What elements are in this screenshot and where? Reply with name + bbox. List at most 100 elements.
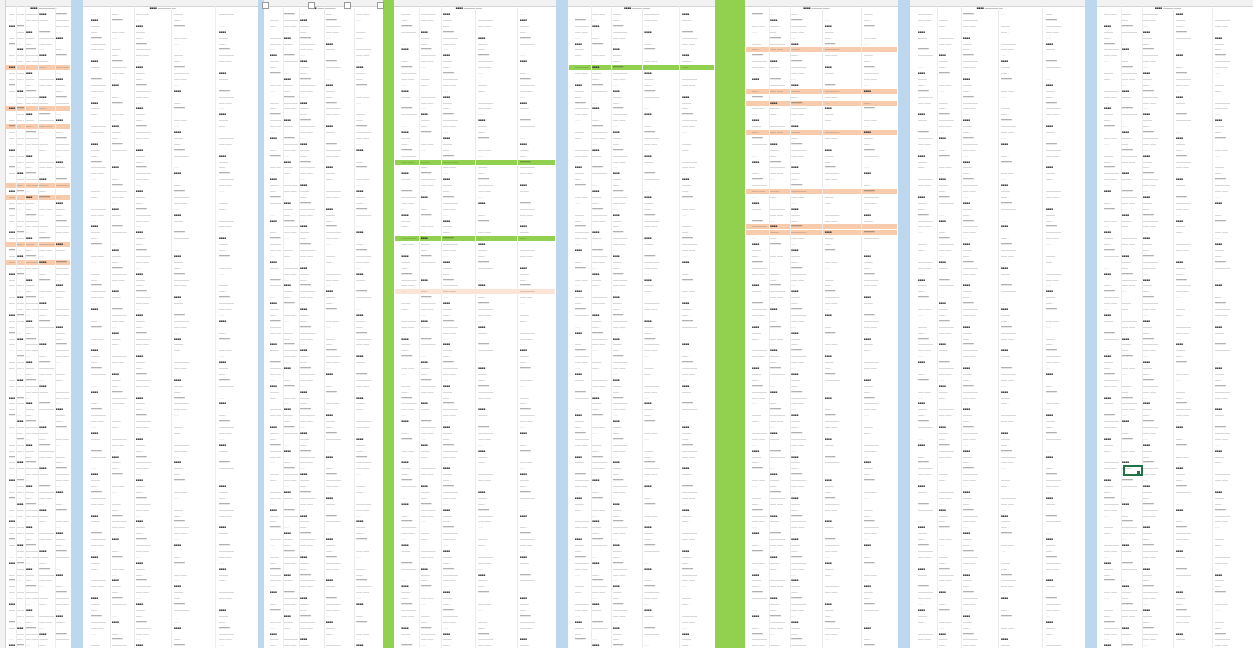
table-row[interactable]: ━━━━━━·····—— ·—— ————— [265, 278, 382, 283]
table-row[interactable]: ━━━━━━·····—— ·—— —— [569, 578, 714, 583]
table-cell[interactable]: —— —— [1000, 584, 1014, 589]
table-cell[interactable]: ■■■■ [8, 147, 15, 152]
table-cell[interactable]: ——— [574, 130, 584, 134]
table-cell[interactable]: ····· [824, 389, 830, 394]
table-cell[interactable]: ····· [938, 377, 944, 382]
table-cell[interactable]: ━━━━━━ [863, 602, 875, 606]
table-cell[interactable]: —— —— [612, 283, 626, 288]
table-cell[interactable]: ■■■■ [111, 330, 119, 335]
table-cell[interactable]: —— · [443, 106, 451, 111]
table-cell[interactable]: —— · [592, 324, 601, 329]
table-cell[interactable]: ····· [39, 212, 45, 217]
table-cell[interactable]: ····· [443, 171, 448, 176]
table-cell[interactable]: ————— [25, 135, 38, 140]
table-cell[interactable]: —— · [283, 336, 292, 341]
table-cell[interactable]: —— · [25, 495, 34, 500]
table-row[interactable]: —— ·—— —————■■■■ [84, 112, 257, 117]
table-cell[interactable]: —— —— [111, 112, 125, 117]
table-cell[interactable]: —— · [16, 141, 24, 146]
table-cell[interactable]: ····· [1143, 147, 1148, 152]
table-cell[interactable]: —— · [269, 106, 278, 111]
table-cell[interactable]: ····· [16, 206, 22, 211]
table-row[interactable]: ———■■■■━━━━━━····· [265, 307, 382, 312]
table-row[interactable]: —— ·—— ——————————■■■■ [911, 372, 1084, 377]
table-cell[interactable]: —— · [1143, 371, 1151, 376]
table-cell[interactable]: ━━━━━━ [111, 59, 123, 64]
table-cell[interactable]: ■■■■ [135, 106, 144, 111]
table-cell[interactable]: —— —— [135, 135, 149, 140]
table-row[interactable]: ━━━━━━·····—— ·—— —— [1098, 289, 1248, 294]
table-cell[interactable]: ————— [55, 637, 69, 642]
table-cell[interactable]: ····· [55, 153, 61, 158]
table-cell[interactable]: ····· [55, 360, 61, 365]
table-cell[interactable]: ━━━━━━ [519, 200, 531, 205]
table-row[interactable]: ━━━━━━·····—— ·—— —— [1098, 65, 1248, 70]
table-cell[interactable]: ━━━━━━ [612, 312, 624, 317]
table-cell[interactable]: ····· [356, 554, 362, 559]
table-cell[interactable]: ━━━━━━ [1176, 153, 1187, 158]
table-cell[interactable]: ——— [111, 460, 121, 465]
table-cell[interactable]: ━━━━━━ [770, 407, 781, 412]
table-cell[interactable]: ■■■■ [25, 318, 33, 323]
table-cell[interactable]: —— · [824, 366, 833, 370]
table-cell[interactable]: ━━━━━━ [752, 301, 763, 306]
table-cell[interactable]: ——— [1176, 472, 1185, 477]
table-cell[interactable]: ━━━━━━ [574, 389, 586, 394]
table-cell[interactable]: —— · [1215, 130, 1223, 134]
table-cell[interactable]: ——— [283, 41, 293, 46]
table-cell[interactable]: ■■■■ [962, 35, 971, 40]
table-cell[interactable]: ————— [325, 354, 341, 359]
table-cell[interactable]: ——— [592, 153, 602, 158]
table-cell[interactable]: ————— [1215, 183, 1230, 188]
table-cell[interactable]: ■■■■ [16, 377, 24, 382]
table-row[interactable]: ■■■■━━━━━━·····—— ·—— —— [84, 59, 257, 64]
table-cell[interactable]: ■■■■ [752, 76, 760, 81]
table-cell[interactable]: ■■■■ [1000, 596, 1009, 601]
table-cell[interactable]: —— —— [574, 442, 588, 447]
table-cell[interactable]: ····· [55, 29, 61, 34]
table-row[interactable]: ━━━━━━·····—— ·—— ————— [911, 89, 1084, 94]
table-row[interactable]: ····· —— · —— —— ——— [265, 543, 382, 548]
table-row[interactable]: —— ·—— ——————————■■■■ [911, 455, 1084, 460]
table-row[interactable]: ·····—— ·—— —————————— [1098, 348, 1248, 353]
table-cell[interactable]: ■■■■ [644, 566, 652, 571]
table-cell[interactable]: ····· [173, 248, 179, 252]
table-cell[interactable]: ————— [917, 135, 933, 140]
table-cell[interactable]: —— · [8, 448, 15, 453]
table-cell[interactable]: ——— [218, 159, 228, 164]
table-row[interactable]: ━━━━━━·····—— ·—— —— [84, 407, 257, 412]
table-row[interactable]: —————■■■■━━━━━━—— · [395, 484, 555, 489]
table-cell[interactable]: ····· [1045, 283, 1051, 288]
table-cell[interactable]: —— —— [218, 637, 232, 642]
table-cell[interactable]: ——— [938, 637, 948, 642]
table-cell[interactable]: ■■■■ [612, 625, 620, 630]
table-cell[interactable]: —— · [752, 501, 760, 506]
table-cell[interactable]: —— · [300, 153, 308, 158]
table-cell[interactable]: ■■■■ [269, 177, 277, 182]
table-cell[interactable]: —— · [1122, 389, 1130, 394]
table-cell[interactable]: ——— [1143, 366, 1152, 370]
table-cell[interactable]: —— · [1045, 383, 1054, 388]
table-cell[interactable]: ····· [39, 625, 45, 630]
table-cell[interactable]: ━━━━━━ [962, 218, 974, 223]
table-cell[interactable]: ━━━━━━ [443, 607, 454, 612]
table-cell[interactable]: —— —— [1143, 554, 1156, 559]
table-cell[interactable]: ■■■■ [135, 519, 144, 524]
table-cell[interactable]: ————— [420, 548, 436, 553]
table-cell[interactable]: ——— [173, 425, 183, 429]
table-row[interactable]: —— ·————————■■■■ [1098, 118, 1248, 123]
table-cell[interactable]: ━━━━━━ [25, 295, 37, 300]
table-cell[interactable]: —— · [478, 253, 487, 258]
table-row[interactable]: —————■■■■━━━━━━—— · [746, 514, 897, 519]
table-cell[interactable]: —— —— [644, 141, 658, 146]
table-cell[interactable]: —— —— [443, 578, 456, 583]
table-cell[interactable]: ━━━━━━ [135, 537, 147, 542]
table-cell[interactable]: ━━━━━━ [612, 230, 624, 235]
table-cell[interactable]: ■■■■ [644, 277, 652, 282]
table-cell[interactable]: —— —— [962, 65, 976, 70]
table-cell[interactable]: ━━━━━━ [25, 460, 37, 465]
table-cell[interactable]: ————— [1176, 118, 1191, 123]
table-cell[interactable]: ——— [1176, 348, 1185, 353]
table-cell[interactable]: ——— [644, 613, 654, 618]
table-cell[interactable]: —— · [25, 206, 34, 211]
